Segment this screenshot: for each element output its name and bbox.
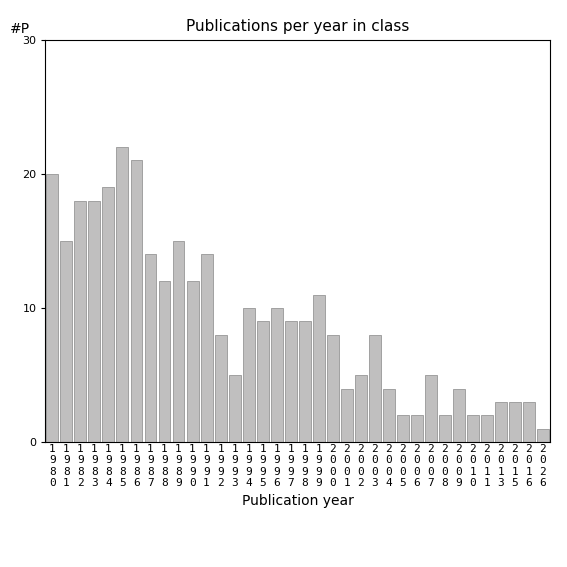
- Bar: [523, 402, 535, 442]
- Bar: [257, 321, 269, 442]
- Bar: [229, 375, 240, 442]
- Bar: [453, 388, 465, 442]
- Bar: [172, 241, 184, 442]
- Bar: [243, 308, 255, 442]
- Bar: [88, 201, 100, 442]
- Bar: [495, 402, 507, 442]
- X-axis label: Publication year: Publication year: [242, 494, 354, 508]
- Bar: [355, 375, 367, 442]
- Bar: [116, 147, 128, 442]
- Bar: [270, 308, 282, 442]
- Bar: [341, 388, 353, 442]
- Bar: [46, 174, 58, 442]
- Bar: [74, 201, 86, 442]
- Bar: [327, 335, 338, 442]
- Bar: [397, 416, 409, 442]
- Bar: [481, 416, 493, 442]
- Bar: [467, 416, 479, 442]
- Bar: [439, 416, 451, 442]
- Bar: [369, 335, 380, 442]
- Bar: [187, 281, 198, 442]
- Title: Publications per year in class: Publications per year in class: [186, 19, 409, 35]
- Bar: [201, 255, 213, 442]
- Bar: [103, 187, 115, 442]
- Text: #P: #P: [10, 22, 30, 36]
- Bar: [313, 295, 325, 442]
- Bar: [509, 402, 521, 442]
- Bar: [215, 335, 227, 442]
- Bar: [537, 429, 549, 442]
- Bar: [285, 321, 297, 442]
- Bar: [383, 388, 395, 442]
- Bar: [159, 281, 171, 442]
- Bar: [61, 241, 73, 442]
- Bar: [145, 255, 156, 442]
- Bar: [411, 416, 423, 442]
- Bar: [299, 321, 311, 442]
- Bar: [130, 160, 142, 442]
- Bar: [425, 375, 437, 442]
